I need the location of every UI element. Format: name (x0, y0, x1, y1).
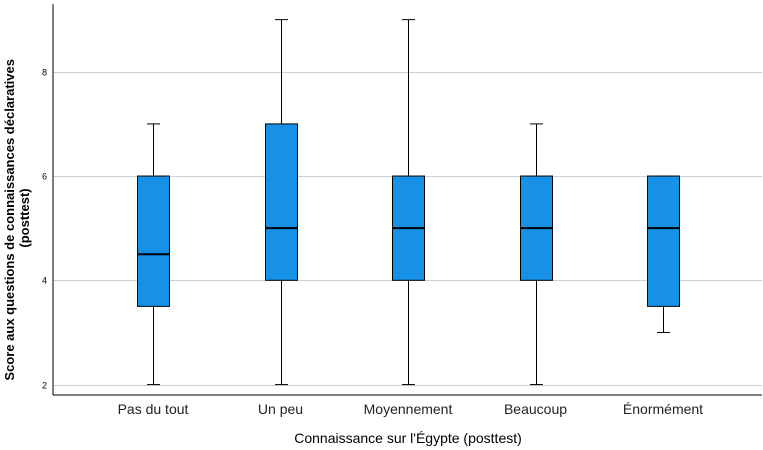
box-5 (647, 175, 680, 333)
y-axis-title: Score aux questions de connaissances déc… (2, 55, 32, 380)
box-1 (137, 123, 170, 386)
box-2 (265, 19, 298, 386)
axes (52, 4, 762, 396)
box-4 (520, 123, 553, 386)
iqr-box (137, 175, 170, 307)
iqr-box (265, 123, 298, 281)
y-axis-title-line-1: Score aux questions de connaissances déc… (2, 59, 17, 381)
y-tick-label-8: 8 (42, 68, 47, 78)
boxes-group (137, 19, 680, 386)
y-tick-label-6: 6 (42, 172, 47, 182)
y-tick-label-4: 4 (42, 276, 47, 286)
iqr-box (647, 175, 680, 307)
y-axis-title-line-2: (posttest) (17, 188, 32, 247)
box-3 (392, 19, 425, 386)
x-tick-label-2: Un peu (258, 401, 303, 417)
x-tick-label-4: Beaucoup (504, 401, 567, 417)
y-tick-label-2: 2 (42, 381, 47, 391)
y-tick-labels: 2 4 6 8 (42, 68, 47, 391)
x-tick-labels: Pas du tout Un peu Moyennement Beaucoup Énor… (118, 401, 704, 417)
x-tick-label-1: Pas du tout (118, 401, 189, 417)
x-tick-label-3: Moyennement (364, 401, 453, 417)
x-axis-title: Connaissance sur l'Égypte (posttest) (294, 430, 522, 446)
x-tick-label-5: Énormément (623, 401, 703, 417)
